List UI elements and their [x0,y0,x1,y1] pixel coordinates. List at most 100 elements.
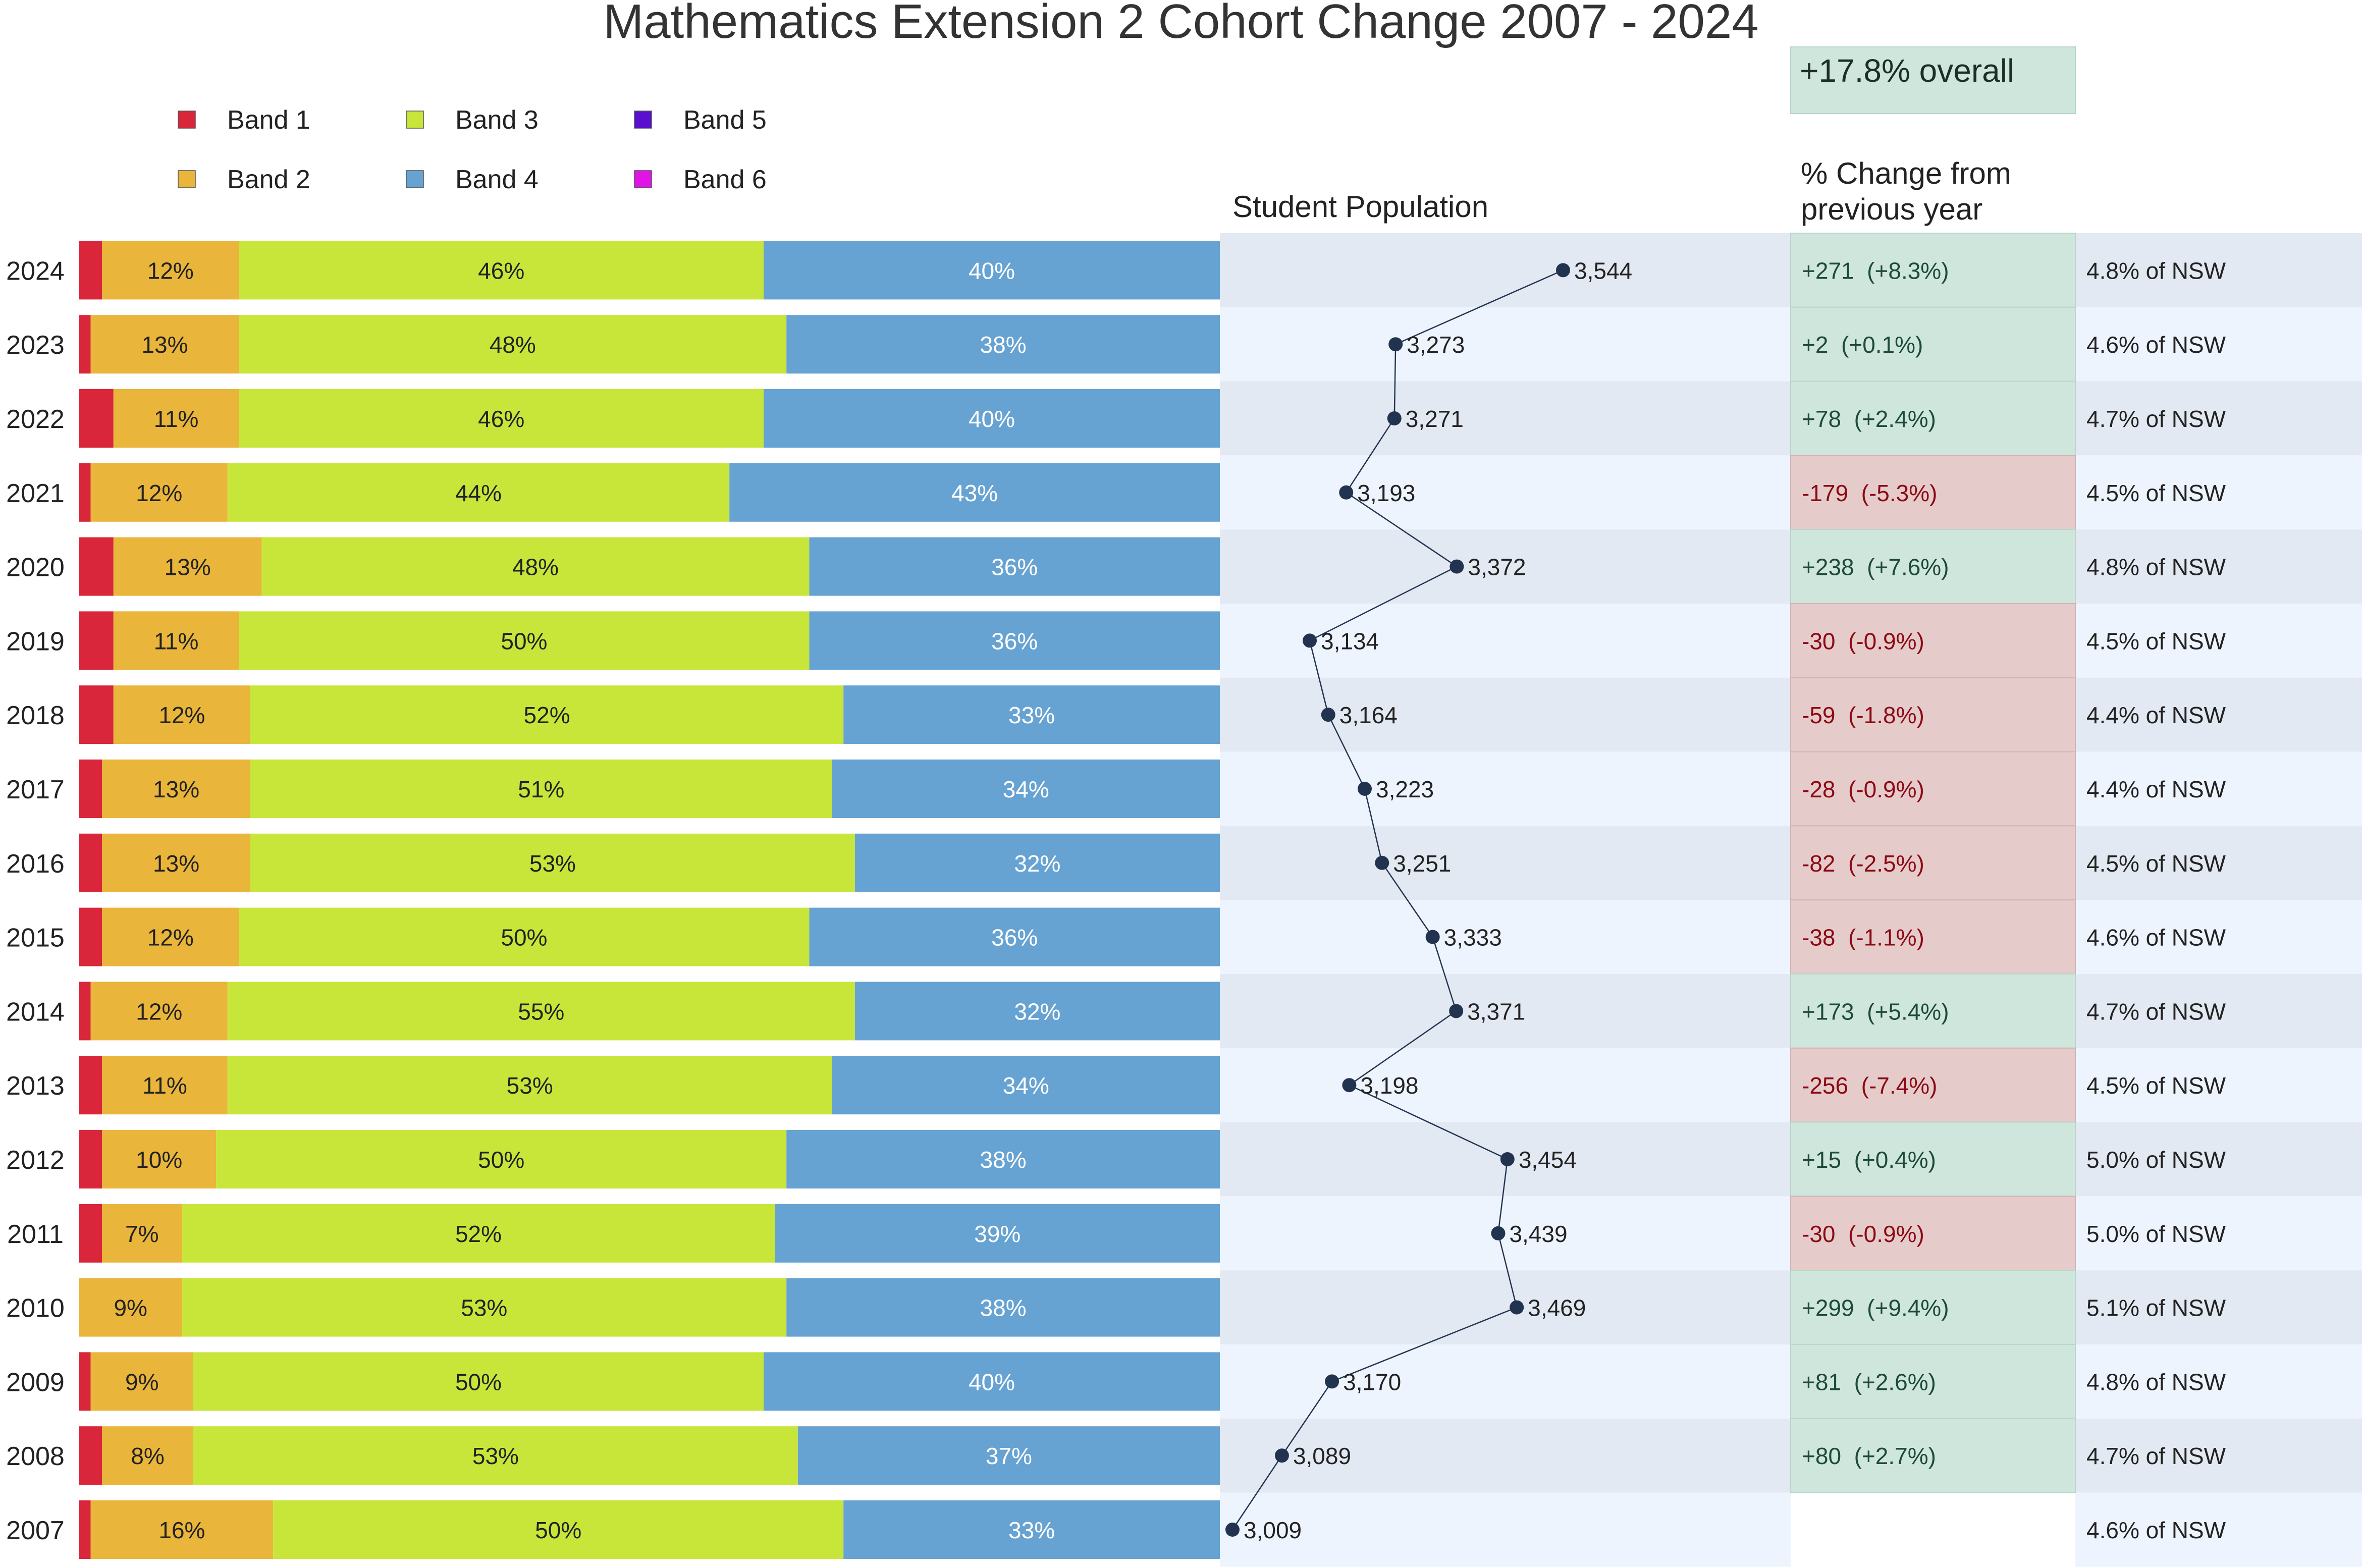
bar-label-band-4: 40% [969,1369,1015,1395]
bar-segment-band-2 [102,1130,217,1188]
bar-label-band-3: 44% [455,480,502,506]
bar-segment-band-2 [90,1352,193,1411]
bar-segment-band-1 [79,315,91,374]
population-row-bg [1220,233,1791,307]
change-cell [1790,381,2076,456]
nsw-share-label: 4.8% of NSW [2086,257,2226,284]
legend-label: Band 1 [227,105,310,135]
bar-row-2011: 7% 52% 39% [79,1204,1220,1263]
population-point [1556,263,1570,278]
legend-label: Band 3 [455,105,539,135]
bar-segment-band-1 [79,537,114,596]
population-point [1325,1374,1339,1389]
population-row-bg [1220,1270,1791,1344]
bar-segment-band-2 [79,1278,182,1337]
bar-label-band-2: 12% [158,702,205,728]
bar-segment-band-3 [250,760,832,818]
bar-segment-band-2 [102,241,239,300]
year-label: 2007 [6,1516,65,1545]
bar-row-2012: 10% 50% 38% [79,1130,1220,1188]
year-label: 2023 [6,331,65,360]
change-label: +299 (+9.4%) [1802,1295,1949,1321]
population-label: 3,271 [1406,406,1464,432]
population-point [1387,411,1402,425]
nsw-row-bg [2075,455,2362,530]
nsw-share-label: 4.4% of NSW [2086,776,2226,802]
bar-label-band-4: 33% [1008,1517,1055,1543]
bar-label-band-2: 13% [141,332,188,358]
population-point [1274,1448,1289,1463]
nsw-row-bg [2075,1418,2362,1493]
bar-segment-band-3 [239,315,787,374]
bar-segment-band-1 [79,833,102,892]
bar-label-band-3: 46% [478,406,524,432]
bar-row-2020: 13% 48% 36% [79,537,1220,596]
change-label: +80 (+2.7%) [1802,1443,1936,1469]
bar-segment-band-3 [273,1500,844,1559]
population-point [1225,1523,1240,1537]
population-point [1500,1152,1515,1166]
bar-row-2019: 11% 50% 36% [79,611,1220,670]
legend-swatch [406,170,424,188]
bar-segment-band-1 [79,389,114,448]
nsw-share-label: 5.0% of NSW [2086,1221,2226,1247]
bar-label-band-3: 53% [507,1072,553,1099]
legend-label: Band 4 [455,165,539,194]
change-label: -82 (-2.5%) [1802,850,1924,877]
nsw-row-bg [2075,529,2362,604]
bar-label-band-2: 12% [147,925,194,951]
bar-label-band-4: 32% [1014,998,1060,1024]
nsw-share-label: 4.4% of NSW [2086,702,2226,728]
bar-segment-band-4 [832,760,1220,818]
bar-label-band-3: 50% [501,628,547,654]
overall-change-box: +17.8% overall [1790,46,2076,114]
bar-segment-band-1 [79,907,102,966]
population-label: 3,333 [1444,925,1502,951]
bar-segment-band-4 [809,907,1220,966]
legend-item-band-1: Band 1 [178,105,310,135]
overall-change-box-bg [1790,46,2076,114]
population-point [1342,1078,1357,1093]
overall-change-label: +17.8% overall [1800,52,2014,89]
population-label: 3,193 [1357,480,1415,506]
bar-label-band-3: 53% [461,1295,507,1321]
population-point [1388,337,1403,352]
change-title-line2: previous year [1801,192,1982,226]
bar-segment-band-4 [764,241,1220,300]
bar-label-band-4: 36% [991,925,1038,951]
bar-segment-band-2 [113,537,262,596]
nsw-share-label: 4.5% of NSW [2086,628,2226,654]
bar-segment-band-3 [239,241,764,300]
year-label: 2009 [6,1368,65,1397]
population-point [1510,1300,1524,1315]
bar-segment-band-1 [79,1352,91,1411]
bar-segment-band-4 [786,1130,1220,1188]
legend-item-band-2: Band 2 [178,165,310,194]
bar-label-band-3: 53% [472,1443,519,1469]
population-row-bg [1220,455,1791,530]
change-cell [1790,1270,2076,1345]
bar-segment-band-2 [113,389,239,448]
bar-label-band-4: 34% [1003,776,1049,802]
population-label: 3,134 [1321,628,1379,654]
nsw-share-label: 4.5% of NSW [2086,850,2226,877]
bar-label-band-2: 8% [131,1443,164,1469]
population-label: 3,544 [1574,257,1632,284]
nsw-share-label: 4.6% of NSW [2086,1517,2226,1543]
row-backgrounds [1220,233,2362,1567]
nsw-share-label: 4.6% of NSW [2086,332,2226,358]
nsw-share-label: 5.1% of NSW [2086,1295,2226,1321]
year-label: 2008 [6,1442,65,1471]
bar-segment-band-4 [729,463,1220,522]
bar-label-band-4: 38% [980,1295,1027,1321]
population-title: Student Population [1232,190,1488,224]
population-label: 3,198 [1360,1072,1418,1099]
year-label: 2011 [7,1220,64,1249]
stacked-bars: 2024 12% 46% 40% 2023 13% 48% 38% 2022 11% 46% 40% 2… [6,241,1220,1559]
bar-segment-band-4 [854,833,1220,892]
population-row-bg [1220,1196,1791,1271]
nsw-share-label: 4.8% of NSW [2086,554,2226,580]
bar-label-band-4: 40% [969,257,1015,284]
nsw-row-bg [2075,1122,2362,1197]
bar-segment-band-3 [182,1278,787,1337]
